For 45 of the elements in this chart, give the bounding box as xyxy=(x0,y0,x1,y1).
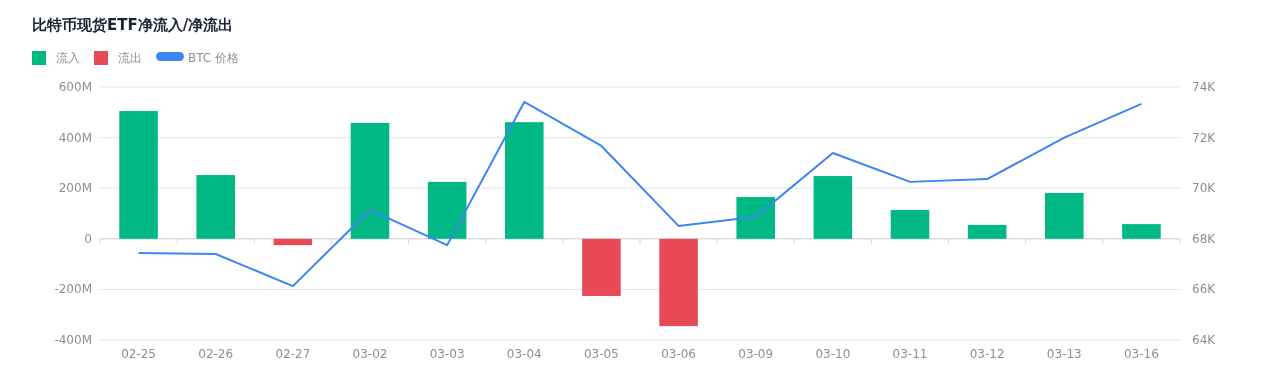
x-tick-label: 03-02 xyxy=(352,347,388,361)
y2-tick-label: 64K xyxy=(1192,333,1217,347)
bar xyxy=(813,176,853,239)
y2-tick-label: 74K xyxy=(1192,80,1217,94)
bar xyxy=(659,238,698,327)
x-tick-label: 03-09 xyxy=(738,347,774,361)
bar xyxy=(1122,224,1161,239)
x-tick-label: 03-06 xyxy=(661,347,697,361)
bar xyxy=(582,238,621,296)
x-tick-label: 02-26 xyxy=(198,347,234,361)
bar xyxy=(119,111,158,239)
bar xyxy=(967,224,1007,239)
y2-tick-label: 70K xyxy=(1192,181,1217,196)
bar xyxy=(1045,193,1084,239)
bar xyxy=(350,122,390,239)
legend-label: 流入 xyxy=(56,51,80,65)
x-tick-label: 02-27 xyxy=(275,347,311,361)
y2-tick-label: 66K xyxy=(1192,282,1217,297)
y-tick-label: 0 xyxy=(84,231,92,246)
bar xyxy=(890,209,930,239)
x-tick-label: 03-05 xyxy=(583,347,619,361)
y2-tick-label: 72K xyxy=(1192,130,1217,145)
x-tick-label: 03-03 xyxy=(429,347,465,361)
x-tick-label: 02-25 xyxy=(121,347,157,361)
x-tick-label: 03-11 xyxy=(892,347,928,361)
bar xyxy=(736,197,775,239)
legend-label: BTC 价格 xyxy=(188,51,240,65)
legend-label: 流出 xyxy=(118,51,142,65)
x-tick-label: 03-04 xyxy=(506,347,542,361)
x-tick-label: 03-10 xyxy=(815,347,851,361)
line-series xyxy=(137,100,1143,288)
y-tick-label: -400M xyxy=(54,333,92,347)
y-tick-label: 200M xyxy=(58,181,92,196)
y-tick-label: -200M xyxy=(54,282,92,297)
x-tick-label: 03-13 xyxy=(1046,347,1082,361)
bar xyxy=(196,175,235,239)
bar xyxy=(505,122,544,239)
bar xyxy=(273,238,313,246)
y-tick-label: 400M xyxy=(58,130,92,145)
y2-tick-label: 68K xyxy=(1192,231,1217,246)
x-tick-label: 03-12 xyxy=(969,347,1005,361)
bar xyxy=(427,181,467,239)
x-tick-label: 03-16 xyxy=(1123,347,1159,361)
chart-title: 比特币现货ETF净流入/净流出 xyxy=(32,16,234,34)
y-tick-label: 600M xyxy=(58,80,92,94)
